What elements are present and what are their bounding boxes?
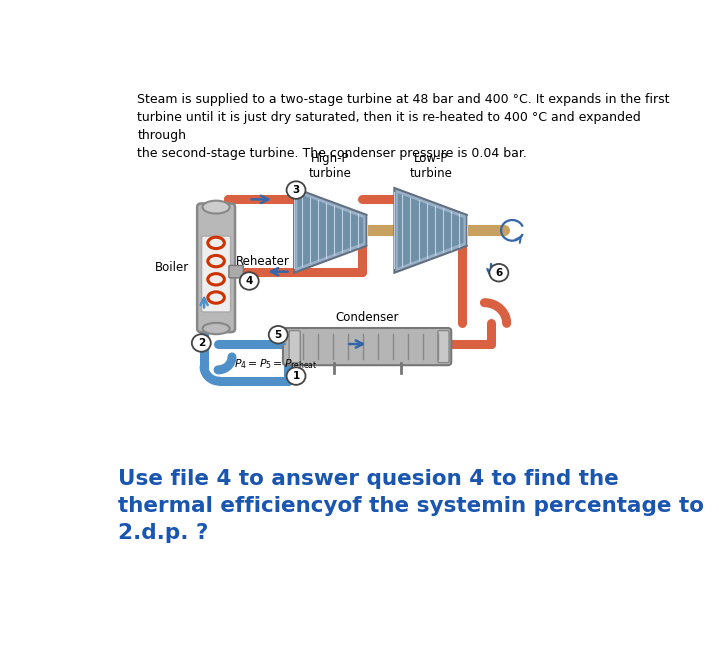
Text: Boiler: Boiler bbox=[155, 261, 189, 274]
FancyBboxPatch shape bbox=[438, 331, 449, 362]
Text: Steam is supplied to a two-stage turbine at 48 bar and 400 °C. It expands in the: Steam is supplied to a two-stage turbine… bbox=[137, 93, 669, 160]
FancyBboxPatch shape bbox=[229, 266, 244, 278]
Text: Reheater: Reheater bbox=[236, 254, 290, 268]
Text: 3: 3 bbox=[293, 185, 300, 195]
Ellipse shape bbox=[203, 201, 229, 213]
FancyBboxPatch shape bbox=[283, 328, 452, 365]
FancyBboxPatch shape bbox=[201, 236, 231, 312]
Text: 4: 4 bbox=[246, 276, 253, 286]
Text: 1: 1 bbox=[293, 371, 300, 381]
Circle shape bbox=[269, 326, 288, 344]
Polygon shape bbox=[398, 193, 464, 268]
Polygon shape bbox=[298, 193, 363, 268]
Text: Use file 4 to answer quesion 4 to find the
thermal efficiencyof the systemin per: Use file 4 to answer quesion 4 to find t… bbox=[118, 469, 704, 544]
Circle shape bbox=[287, 367, 306, 385]
Text: Condenser: Condenser bbox=[335, 311, 399, 324]
Polygon shape bbox=[294, 188, 367, 272]
Text: 6: 6 bbox=[495, 268, 503, 278]
Circle shape bbox=[287, 181, 306, 199]
Text: 2: 2 bbox=[198, 338, 205, 348]
FancyBboxPatch shape bbox=[197, 203, 235, 332]
Text: 5: 5 bbox=[275, 329, 282, 340]
Ellipse shape bbox=[203, 323, 229, 334]
Polygon shape bbox=[395, 188, 467, 272]
Circle shape bbox=[490, 264, 508, 282]
Text: $P_4 = P_5 = P_{\mathrm{reheat}}$: $P_4 = P_5 = P_{\mathrm{reheat}}$ bbox=[234, 357, 317, 371]
FancyBboxPatch shape bbox=[289, 331, 301, 362]
Text: High-P
turbine: High-P turbine bbox=[309, 152, 352, 180]
Circle shape bbox=[192, 334, 211, 352]
Text: Low-P
turbine: Low-P turbine bbox=[409, 152, 452, 180]
Circle shape bbox=[239, 272, 259, 290]
